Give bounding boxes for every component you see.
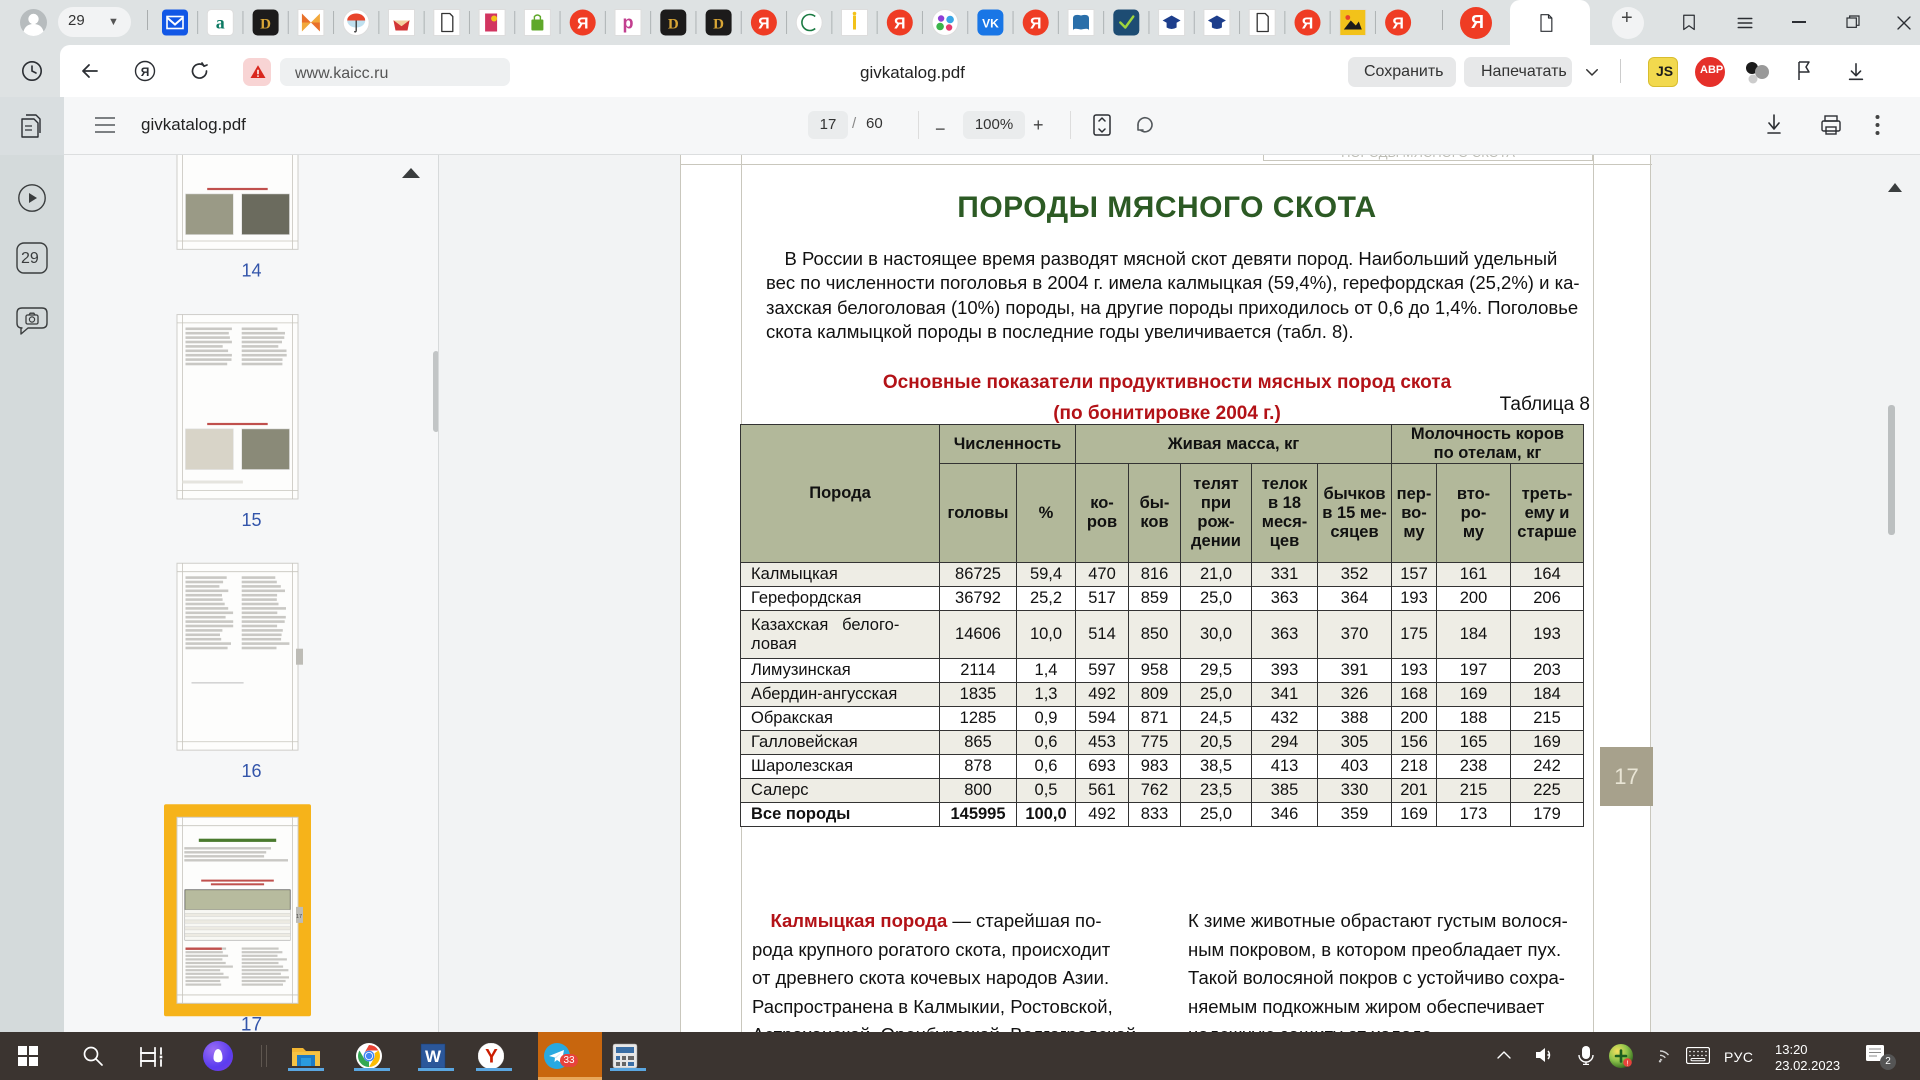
svg-text:16: 16 <box>241 761 261 781</box>
svg-text:Я: Я <box>894 16 906 33</box>
svg-text:D: D <box>713 17 724 33</box>
svg-text:a: a <box>216 13 225 33</box>
svg-text:D: D <box>260 17 271 33</box>
svg-text:D: D <box>668 17 679 33</box>
svg-text:Я: Я <box>1030 16 1042 33</box>
svg-text:p: p <box>623 13 634 33</box>
svg-text:!: ! <box>1627 1060 1629 1067</box>
svg-text:Я: Я <box>141 65 150 79</box>
svg-text:14: 14 <box>241 260 261 280</box>
svg-text:VK: VK <box>982 17 999 31</box>
svg-text:Я: Я <box>577 16 589 33</box>
svg-text:Я: Я <box>758 16 770 33</box>
svg-text:Я: Я <box>1392 16 1404 33</box>
svg-text:Я: Я <box>1302 16 1314 33</box>
svg-text:15: 15 <box>241 510 261 530</box>
svg-text:W: W <box>425 1047 442 1066</box>
svg-text:Y: Y <box>485 1047 498 1068</box>
svg-text:17: 17 <box>296 914 302 920</box>
